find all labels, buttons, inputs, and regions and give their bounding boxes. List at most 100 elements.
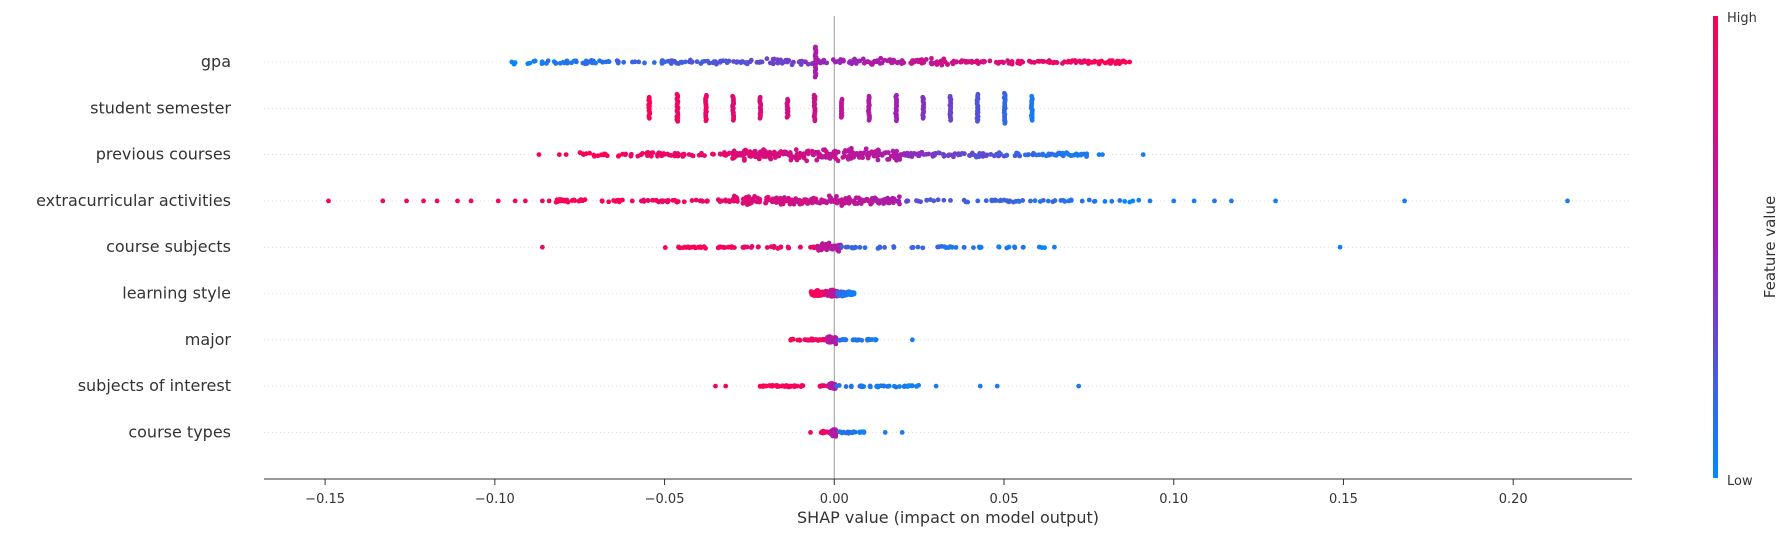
shap-point bbox=[846, 290, 852, 295]
shap-point bbox=[987, 58, 993, 64]
shap-point bbox=[916, 153, 922, 159]
shap-point bbox=[861, 60, 867, 66]
shap-point bbox=[845, 244, 851, 250]
shap-point bbox=[734, 59, 740, 65]
shap-point bbox=[764, 56, 770, 62]
shap-point bbox=[761, 147, 766, 153]
shap-point-stack bbox=[948, 117, 953, 123]
shap-point bbox=[833, 341, 839, 347]
shap-point bbox=[788, 337, 794, 343]
shap-point bbox=[591, 152, 597, 158]
shap-point bbox=[1019, 58, 1025, 64]
shap-point bbox=[989, 198, 995, 204]
shap-point bbox=[862, 198, 867, 204]
shap-point bbox=[1068, 198, 1074, 203]
x-tick-label: 0.10 bbox=[1159, 492, 1188, 507]
shap-point bbox=[848, 384, 854, 390]
colorbar-gradient bbox=[1713, 16, 1718, 478]
shap-point bbox=[951, 154, 956, 160]
shap-point bbox=[804, 158, 810, 164]
shap-point bbox=[891, 244, 897, 249]
shap-point bbox=[761, 150, 766, 156]
shap-point bbox=[1045, 198, 1051, 204]
shap-point bbox=[326, 198, 331, 204]
shap-point bbox=[826, 193, 832, 199]
shap-point bbox=[1147, 198, 1153, 204]
shap-point bbox=[765, 194, 771, 200]
shap-point bbox=[834, 193, 839, 199]
shap-point bbox=[948, 198, 953, 203]
shap-point bbox=[921, 152, 927, 157]
shap-point bbox=[793, 147, 799, 153]
x-tick-label: −0.10 bbox=[475, 492, 515, 507]
feature-label: course subjects bbox=[106, 237, 231, 256]
shap-point bbox=[866, 150, 872, 156]
shap-point bbox=[681, 199, 687, 205]
shap-point bbox=[700, 59, 705, 65]
shap-point bbox=[722, 245, 728, 250]
shap-point bbox=[738, 59, 743, 65]
shap-point bbox=[1191, 198, 1197, 204]
feature-label: extracurricular activities bbox=[36, 191, 231, 210]
shap-point bbox=[1122, 198, 1128, 204]
shap-point bbox=[742, 244, 747, 250]
shap-point bbox=[849, 245, 855, 251]
shap-point bbox=[604, 153, 610, 159]
shap-point bbox=[1068, 153, 1074, 158]
shap-point bbox=[1565, 198, 1570, 204]
shap-point bbox=[784, 151, 789, 157]
shap-point bbox=[729, 244, 735, 250]
shap-point bbox=[905, 384, 911, 389]
shap-point bbox=[837, 429, 843, 435]
feature-row-points bbox=[808, 287, 857, 299]
shap-point bbox=[878, 55, 884, 61]
shap-point bbox=[1015, 60, 1020, 66]
shap-point bbox=[747, 198, 753, 204]
shap-point bbox=[1036, 244, 1042, 250]
shap-point bbox=[583, 58, 589, 64]
shap-point bbox=[421, 198, 426, 204]
shap-point-stack bbox=[894, 118, 899, 124]
x-axis: −0.15 −0.10 −0.05 0.00 0.05 0.10 0.15 0.20 bbox=[264, 478, 1632, 507]
shap-point bbox=[1072, 58, 1078, 63]
shap-point bbox=[959, 59, 964, 65]
shap-point bbox=[599, 198, 605, 204]
shap-point bbox=[742, 198, 748, 204]
shap-point bbox=[659, 153, 665, 159]
shap-point bbox=[894, 148, 900, 154]
feature-row-points bbox=[536, 145, 1146, 164]
shap-point-stack bbox=[1029, 117, 1035, 123]
shap-point bbox=[859, 337, 865, 343]
shap-point bbox=[933, 383, 939, 389]
shap-point bbox=[891, 152, 897, 158]
shap-point bbox=[1047, 60, 1052, 65]
shap-point bbox=[800, 383, 806, 389]
shap-point bbox=[977, 383, 983, 389]
shap-point bbox=[611, 198, 617, 203]
shap-point bbox=[629, 198, 635, 204]
shap-point bbox=[544, 60, 549, 66]
shap-point bbox=[814, 157, 820, 163]
shap-point bbox=[924, 197, 930, 203]
shap-point bbox=[565, 60, 570, 66]
shap-point bbox=[434, 198, 440, 204]
shap-point bbox=[839, 197, 845, 203]
shap-point bbox=[823, 154, 829, 160]
shap-point bbox=[936, 244, 942, 250]
shap-point bbox=[825, 243, 831, 249]
shap-point bbox=[1036, 59, 1042, 64]
shap-point bbox=[680, 245, 685, 251]
shap-point bbox=[836, 248, 842, 254]
shap-point bbox=[905, 198, 911, 204]
shap-point bbox=[787, 150, 793, 155]
x-axis-label: SHAP value (impact on model output) bbox=[797, 508, 1099, 527]
shap-point bbox=[679, 59, 685, 65]
shap-point bbox=[885, 384, 890, 389]
shap-point bbox=[915, 198, 921, 204]
shap-point bbox=[1096, 152, 1102, 158]
shap-point bbox=[615, 153, 621, 159]
shap-point bbox=[577, 150, 583, 156]
shap-point bbox=[982, 59, 988, 64]
shap-point bbox=[1032, 198, 1038, 204]
